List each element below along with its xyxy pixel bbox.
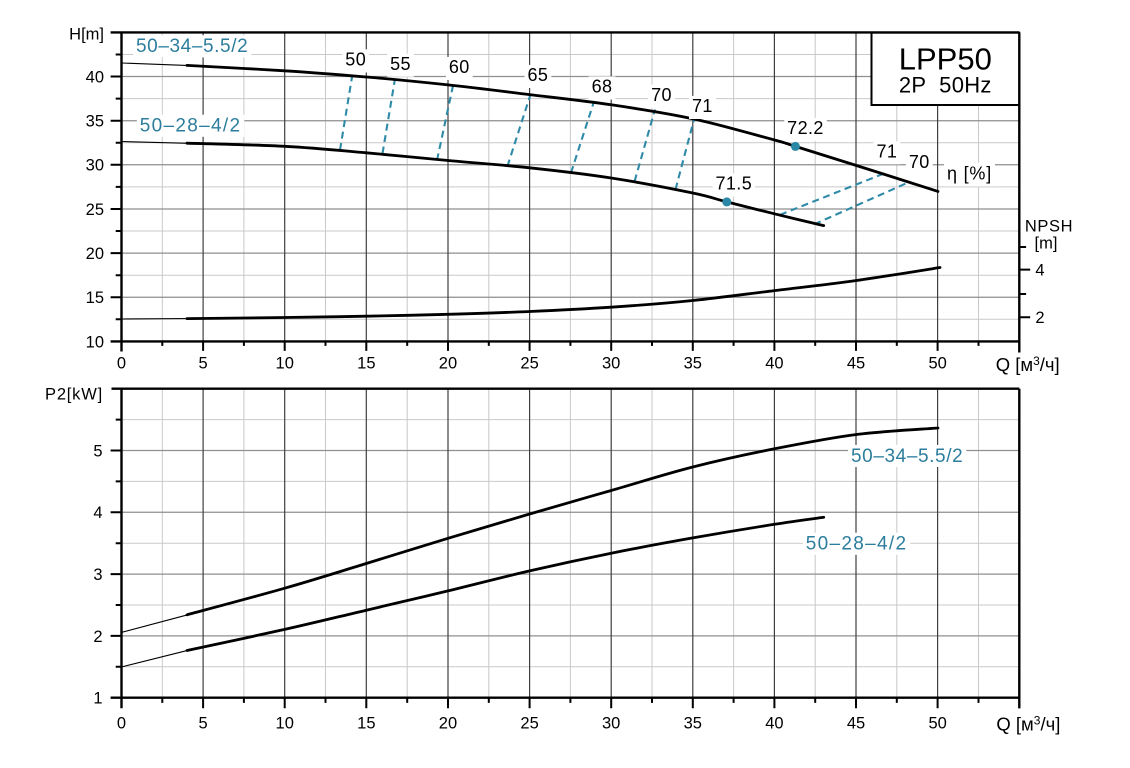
svg-text:10: 10: [276, 714, 294, 732]
svg-text:50: 50: [345, 50, 366, 70]
svg-text:Q [м3/ч]: Q [м3/ч]: [996, 714, 1060, 735]
svg-text:50–28–4/2: 50–28–4/2: [806, 534, 908, 555]
svg-text:3: 3: [93, 566, 102, 584]
svg-text:15: 15: [86, 289, 104, 307]
svg-text:NPSH: NPSH: [1025, 217, 1073, 235]
svg-text:35: 35: [684, 714, 702, 732]
svg-text:10: 10: [276, 354, 294, 372]
svg-text:30: 30: [602, 714, 620, 732]
svg-text:20: 20: [439, 354, 457, 372]
svg-text:40: 40: [86, 68, 104, 86]
svg-text:25: 25: [520, 354, 538, 372]
svg-text:0: 0: [117, 714, 126, 732]
svg-text:35: 35: [684, 354, 702, 372]
svg-text:50: 50: [928, 714, 946, 732]
svg-text:30: 30: [86, 157, 104, 175]
svg-text:71.5: 71.5: [715, 174, 752, 194]
svg-text:2: 2: [93, 628, 102, 646]
svg-text:2: 2: [1035, 309, 1044, 327]
svg-text:10: 10: [86, 333, 104, 351]
svg-text:72.2: 72.2: [787, 118, 824, 138]
svg-text:[m]: [m]: [1035, 234, 1058, 252]
svg-text:LPP50: LPP50: [899, 42, 992, 77]
svg-text:5: 5: [199, 714, 208, 732]
svg-text:60: 60: [449, 57, 470, 77]
svg-text:25: 25: [86, 201, 104, 219]
svg-text:45: 45: [847, 354, 865, 372]
svg-text:45: 45: [847, 714, 865, 732]
svg-text:1: 1: [93, 690, 102, 708]
svg-text:71: 71: [692, 96, 713, 116]
svg-text:15: 15: [357, 354, 375, 372]
svg-text:30: 30: [602, 354, 620, 372]
svg-text:Q [м3/ч]: Q [м3/ч]: [996, 354, 1060, 375]
svg-text:H[m]: H[m]: [69, 26, 104, 44]
svg-text:68: 68: [592, 77, 613, 97]
svg-text:40: 40: [765, 354, 783, 372]
svg-text:15: 15: [357, 714, 375, 732]
svg-text:70: 70: [651, 85, 672, 105]
svg-text:η [%]: η [%]: [947, 164, 992, 184]
svg-text:35: 35: [86, 113, 104, 131]
svg-text:4: 4: [1035, 262, 1044, 280]
svg-text:P2[kW]: P2[kW]: [45, 385, 103, 403]
svg-text:5: 5: [93, 442, 102, 460]
svg-text:5: 5: [199, 354, 208, 372]
svg-text:20: 20: [86, 245, 104, 263]
svg-text:4: 4: [93, 504, 102, 522]
svg-text:2P 50Hz: 2P 50Hz: [899, 72, 992, 97]
svg-text:70: 70: [909, 152, 930, 172]
svg-text:50: 50: [928, 354, 946, 372]
svg-text:71: 71: [876, 141, 897, 161]
svg-text:40: 40: [765, 714, 783, 732]
svg-text:65: 65: [527, 65, 548, 85]
svg-text:25: 25: [520, 714, 538, 732]
svg-text:20: 20: [439, 714, 457, 732]
svg-text:50–28–4/2: 50–28–4/2: [140, 116, 242, 137]
svg-text:50–34–5.5/2: 50–34–5.5/2: [136, 36, 248, 57]
svg-text:0: 0: [117, 354, 126, 372]
svg-text:55: 55: [390, 54, 411, 74]
svg-text:50–34–5.5/2: 50–34–5.5/2: [851, 446, 963, 467]
